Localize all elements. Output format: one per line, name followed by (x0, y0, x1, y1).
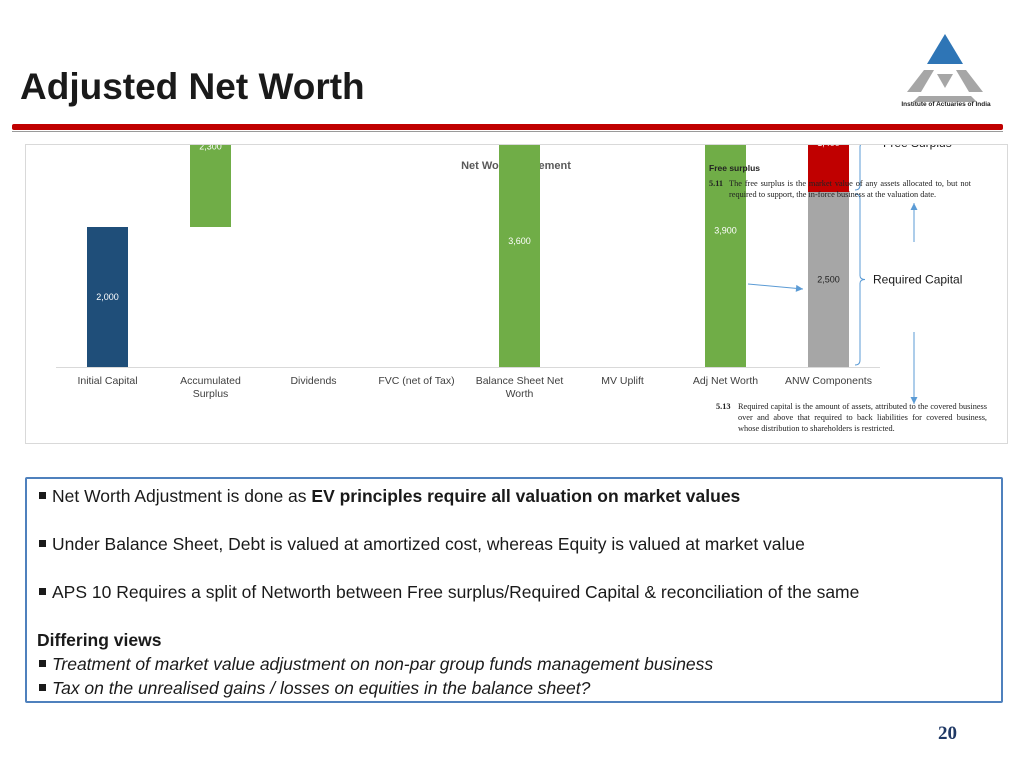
bullet-text: APS 10 Requires a split of Networth betw… (52, 582, 860, 602)
bar-initial-capital-0 (87, 227, 128, 367)
excerpt-5-13: 5.13 Required capital is the amount of a… (716, 401, 987, 434)
key-points-box: Net Worth Adjustment is done as EV princ… (25, 477, 1003, 703)
excerpt-number: 5.13 (716, 402, 731, 411)
free-surplus-brace (854, 145, 862, 191)
logo-top-triangle (927, 34, 963, 64)
logo-right-shape (956, 70, 983, 92)
logo-base-shape (913, 96, 977, 102)
differing-views-heading: Differing views (37, 630, 162, 650)
x-tick-label: Surplus (193, 388, 229, 400)
x-tick-label: Dividends (290, 375, 336, 387)
chart-panel: Net Worth Movement2,0002,300(800)1003,60… (25, 144, 1008, 444)
arrow-to-required-capital-definition-head (910, 397, 918, 404)
bullet-net-worth-adjustment: Net Worth Adjustment is done as EV princ… (37, 486, 740, 507)
bullet-tax-unrealised-gains: Tax on the unrealised gains / losses on … (37, 678, 590, 699)
bar-anw-components-8 (808, 145, 849, 192)
x-tick-label: Balance Sheet Net (476, 375, 564, 387)
bar-adj-net-worth-6 (705, 145, 746, 367)
logo-left-shape (907, 70, 934, 92)
bullet-square-icon (39, 588, 46, 596)
arrow-adj-net-worth-to-components (747, 283, 804, 290)
x-tick-label: FVC (net of Tax) (378, 375, 454, 387)
data-label: 1,400 (817, 145, 840, 148)
x-tick-label: MV Uplift (601, 375, 644, 387)
logo-center-shape (937, 74, 953, 88)
bullet-balance-sheet: Under Balance Sheet, Debt is valued at a… (37, 534, 805, 555)
institute-logo (907, 34, 983, 102)
arrow-to-free-surplus-definition-head (910, 203, 918, 210)
data-label: 3,600 (508, 236, 531, 246)
logo-text: Institute of Actuaries of India (901, 101, 991, 108)
data-label: 2,500 (817, 275, 840, 285)
excerpt-5-11: 5.11 The free surplus is the market valu… (709, 178, 971, 200)
free-surplus-annotation: Free Surplus (883, 145, 952, 150)
bullet-treatment-mv-adjustment: Treatment of market value adjustment on … (37, 654, 713, 675)
data-label: 2,300 (199, 145, 222, 152)
bullet-text: Treatment of market value adjustment on … (52, 654, 714, 674)
data-label: 2,000 (96, 292, 119, 302)
bullet-bold-text: EV principles require all valuation on m… (311, 486, 741, 506)
page-title: Adjusted Net Worth (20, 66, 365, 107)
bullet-square-icon (39, 660, 46, 668)
excerpt-text: Required capital is the amount of assets… (738, 402, 987, 433)
bar-balance-sheet-net-worth-4 (499, 145, 540, 367)
bullet-text: Under Balance Sheet, Debt is valued at a… (52, 534, 805, 554)
x-tick-label: Accumulated (180, 375, 241, 387)
arrow-adj-net-worth-to-components-head (795, 284, 803, 292)
bullet-text: Net Worth Adjustment is done as (52, 486, 312, 506)
excerpt-text: The free surplus is the market value of … (729, 179, 971, 199)
x-tick-label: Worth (506, 388, 534, 400)
bar-accumulated-surplus-1 (190, 145, 231, 227)
required-capital-brace (854, 193, 866, 366)
x-tick-label: ANW Components (785, 375, 872, 387)
bullet-square-icon (39, 540, 46, 548)
data-label: 3,900 (714, 226, 737, 236)
x-tick-label: Initial Capital (77, 375, 137, 387)
title-underline-grey (12, 131, 1003, 132)
bullet-aps-10: APS 10 Requires a split of Networth betw… (37, 582, 859, 603)
title-underline-red (12, 124, 1003, 130)
page-number: 20 (938, 723, 957, 744)
bar-anw-components-7 (808, 192, 849, 367)
bullet-square-icon (39, 684, 46, 692)
bullet-square-icon (39, 492, 46, 500)
bullet-text: Tax on the unrealised gains / losses on … (52, 678, 591, 698)
excerpt-heading: Free surplus (709, 163, 761, 173)
required-capital-annotation: Required Capital (873, 273, 962, 287)
net-worth-waterfall-chart: Net Worth Movement2,0002,300(800)1003,60… (56, 145, 962, 404)
x-tick-label: Adj Net Worth (693, 375, 758, 387)
excerpt-number: 5.11 (709, 179, 724, 188)
